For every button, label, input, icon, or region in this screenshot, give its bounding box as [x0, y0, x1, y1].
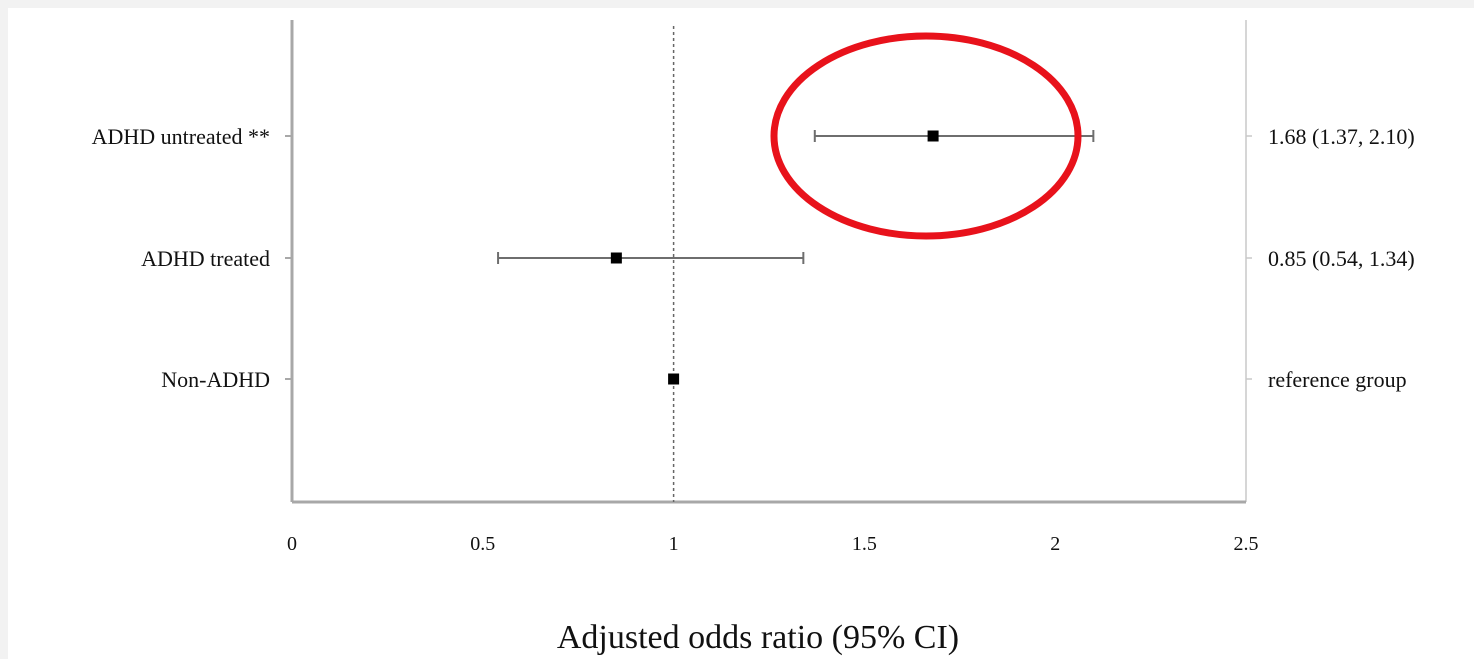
forest-plot: 0 0.5 1 1.5 2 2.5 ADHD untreated ** 1.68 (1.37…: [92, 20, 1415, 656]
estimate-marker: [668, 373, 680, 385]
x-tick-label: 0: [287, 533, 297, 555]
highlight-ellipse: [770, 32, 1082, 240]
estimate-marker: [610, 252, 622, 264]
forest-row: ADHD untreated ** 1.68 (1.37, 2.10): [92, 124, 1415, 149]
data-rows: ADHD untreated ** 1.68 (1.37, 2.10) ADHD t…: [92, 124, 1415, 392]
x-tick-label: 2: [1050, 533, 1060, 555]
x-tick-label: 1: [669, 533, 679, 555]
forest-row: Non-ADHD reference group: [161, 367, 1406, 392]
x-tick-label: 0.5: [470, 533, 495, 555]
forest-plot-figure: 0 0.5 1 1.5 2 2.5 ADHD untreated ** 1.68 (1.37…: [8, 8, 1474, 659]
x-tick-label: 2.5: [1234, 533, 1259, 555]
x-tick-label: 1.5: [852, 533, 877, 555]
forest-row: ADHD treated 0.85 (0.54, 1.34): [141, 246, 1415, 271]
estimate-marker: [927, 130, 939, 142]
ci-value-label: 0.85 (0.54, 1.34): [1268, 246, 1415, 271]
x-axis-ticks: 0 0.5 1 1.5 2 2.5: [287, 533, 1259, 555]
category-label: Non-ADHD: [161, 367, 270, 392]
ci-value-label: 1.68 (1.37, 2.10): [1268, 124, 1415, 149]
category-label: ADHD untreated **: [92, 124, 270, 149]
ci-value-label: reference group: [1268, 367, 1407, 392]
category-label: ADHD treated: [141, 246, 270, 271]
axes: [290, 20, 1247, 504]
x-axis-label: Adjusted odds ratio (95% CI): [557, 619, 959, 656]
